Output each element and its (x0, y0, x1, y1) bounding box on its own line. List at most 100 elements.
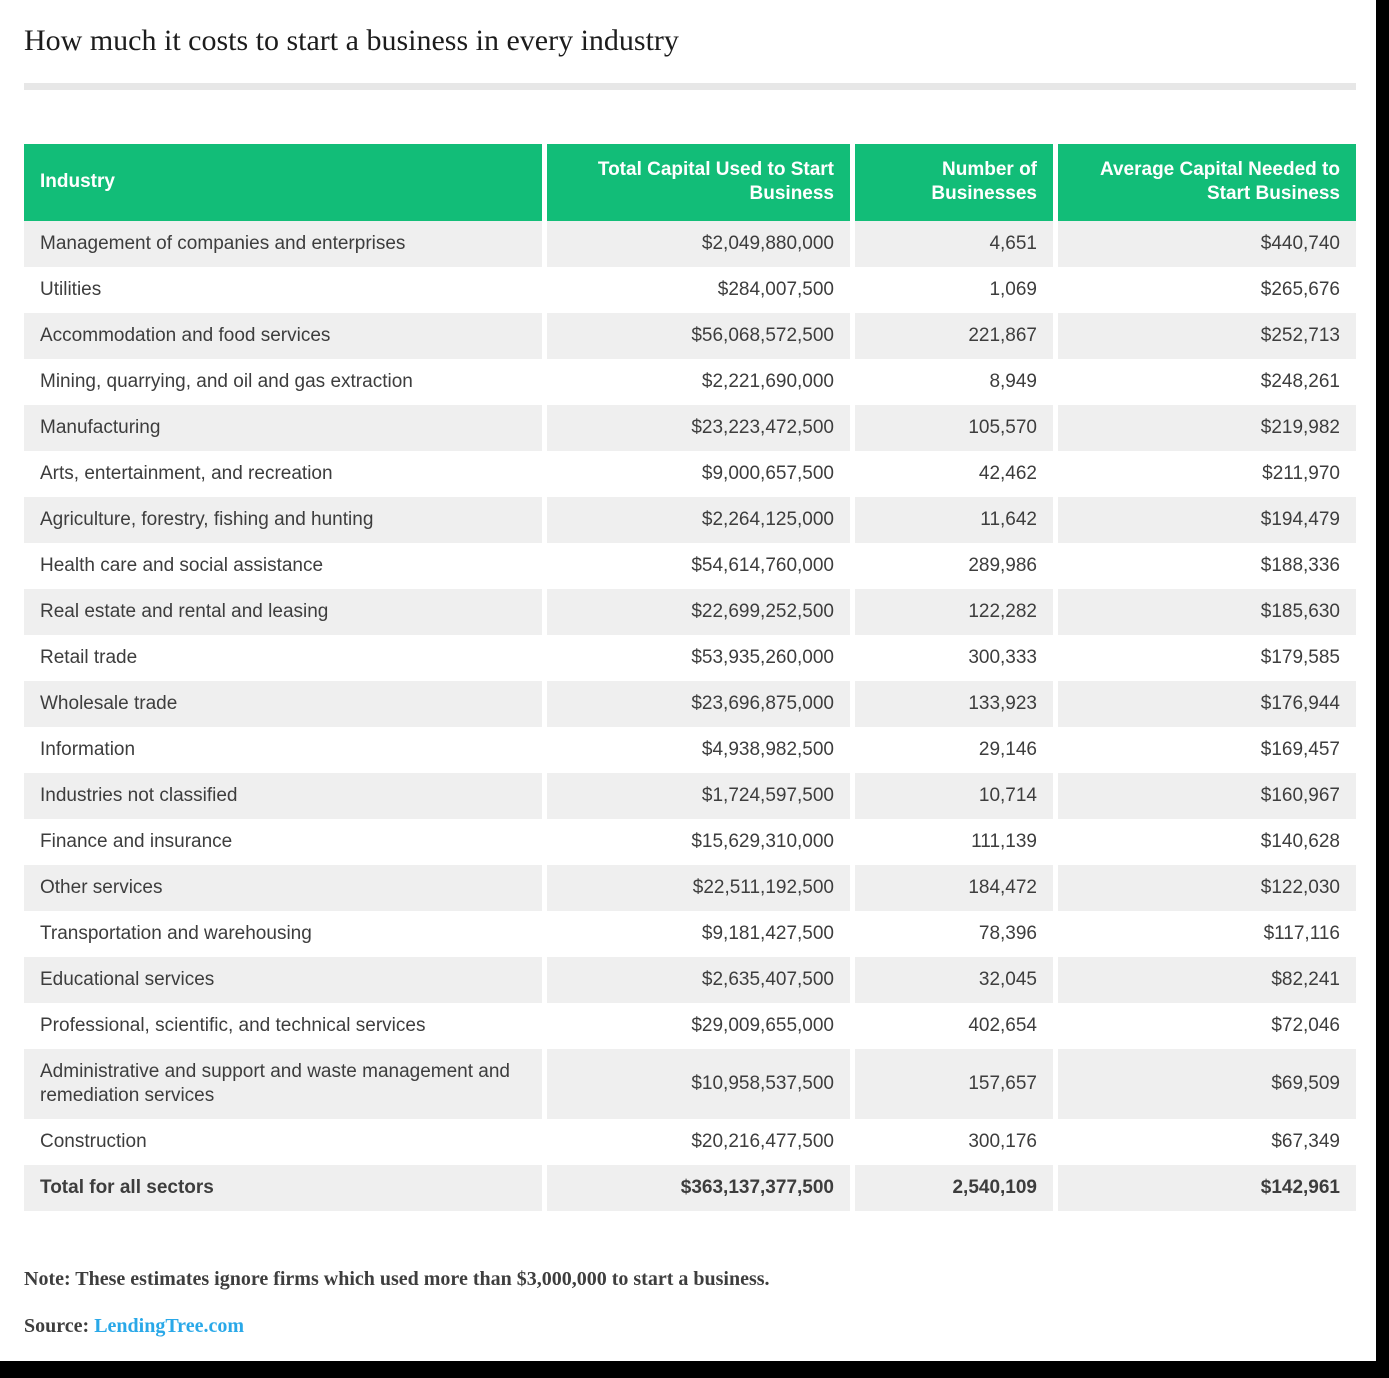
cell-avg-capital: $440,740 (1053, 221, 1356, 267)
table-total-row: Total for all sectors $363,137,377,500 2,5… (24, 1165, 1356, 1211)
cell-businesses: 300,333 (850, 635, 1053, 681)
table-row: Retail trade $53,935,260,000 300,333 $179,5… (24, 635, 1356, 681)
cell-industry: Health care and social assistance (24, 543, 542, 589)
cell-industry: Wholesale trade (24, 681, 542, 727)
cell-industry: Finance and insurance (24, 819, 542, 865)
cell-total-capital: $10,958,537,500 (542, 1049, 850, 1119)
cell-avg-capital: $160,967 (1053, 773, 1356, 819)
cell-total-capital: $22,511,192,500 (542, 865, 850, 911)
cell-total-capital: $363,137,377,500 (542, 1165, 850, 1211)
right-letterbox-bar (1376, 0, 1389, 1378)
cell-industry: Construction (24, 1119, 542, 1165)
cell-avg-capital: $265,676 (1053, 267, 1356, 313)
cell-avg-capital: $176,944 (1053, 681, 1356, 727)
cell-industry: Administrative and support and waste man… (24, 1049, 542, 1119)
cell-total-capital: $4,938,982,500 (542, 727, 850, 773)
table-row: Agriculture, forestry, fishing and hunti… (24, 497, 1356, 543)
column-header-total-capital: Total Capital Used to Start Business (542, 144, 850, 221)
cell-industry: Manufacturing (24, 405, 542, 451)
cell-avg-capital: $82,241 (1053, 957, 1356, 1003)
cell-avg-capital: $188,336 (1053, 543, 1356, 589)
table-row: Information $4,938,982,500 29,146 $169,457 (24, 727, 1356, 773)
cell-industry: Utilities (24, 267, 542, 313)
cell-businesses: 157,657 (850, 1049, 1053, 1119)
table-row: Professional, scientific, and technical … (24, 1003, 1356, 1049)
cell-avg-capital: $140,628 (1053, 819, 1356, 865)
cell-avg-capital: $117,116 (1053, 911, 1356, 957)
cell-businesses: 8,949 (850, 359, 1053, 405)
table-row: Arts, entertainment, and recreation $9,00… (24, 451, 1356, 497)
table-body: Management of companies and enterprises $… (24, 221, 1356, 1211)
cell-industry: Transportation and warehousing (24, 911, 542, 957)
cell-avg-capital: $69,509 (1053, 1049, 1356, 1119)
cell-businesses: 29,146 (850, 727, 1053, 773)
cell-total-capital: $29,009,655,000 (542, 1003, 850, 1049)
cell-businesses: 105,570 (850, 405, 1053, 451)
cell-businesses: 221,867 (850, 313, 1053, 359)
cell-industry: Management of companies and enterprises (24, 221, 542, 267)
cell-businesses: 289,986 (850, 543, 1053, 589)
cell-industry: Professional, scientific, and technical … (24, 1003, 542, 1049)
cell-total-capital: $53,935,260,000 (542, 635, 850, 681)
cell-industry: Mining, quarrying, and oil and gas extra… (24, 359, 542, 405)
table-row: Accommodation and food services $56,068,5… (24, 313, 1356, 359)
cell-total-capital: $2,264,125,000 (542, 497, 850, 543)
cell-avg-capital: $211,970 (1053, 451, 1356, 497)
table-row: Other services $22,511,192,500 184,472 $122… (24, 865, 1356, 911)
source-label: Source: (24, 1315, 90, 1337)
cell-total-capital: $23,696,875,000 (542, 681, 850, 727)
lendingtree-link[interactable]: LendingTree.com (94, 1315, 244, 1337)
table-row: Health care and social assistance $54,614… (24, 543, 1356, 589)
cell-businesses: 11,642 (850, 497, 1053, 543)
cell-total-capital: $56,068,572,500 (542, 313, 850, 359)
cell-businesses: 10,714 (850, 773, 1053, 819)
column-header-average-capital: Average Capital Needed to Start Business (1053, 144, 1356, 221)
cell-avg-capital: $194,479 (1053, 497, 1356, 543)
cell-avg-capital: $122,030 (1053, 865, 1356, 911)
cell-total-capital: $23,223,472,500 (542, 405, 850, 451)
cell-industry: Agriculture, forestry, fishing and hunti… (24, 497, 542, 543)
cell-industry: Other services (24, 865, 542, 911)
table-row: Real estate and rental and leasing $22,69… (24, 589, 1356, 635)
table-row: Management of companies and enterprises $… (24, 221, 1356, 267)
cell-industry: Educational services (24, 957, 542, 1003)
table-row: Finance and insurance $15,629,310,000 111,… (24, 819, 1356, 865)
cell-total-capital: $9,000,657,500 (542, 451, 850, 497)
cost-table: Industry Total Capital Used to Start Bus… (24, 144, 1356, 1211)
cell-businesses: 122,282 (850, 589, 1053, 635)
cell-businesses: 4,651 (850, 221, 1053, 267)
bottom-letterbox-bar (0, 1361, 1389, 1378)
source-line: Source: LendingTree.com (24, 1314, 1356, 1338)
cell-industry: Industries not classified (24, 773, 542, 819)
cell-avg-capital: $252,713 (1053, 313, 1356, 359)
cell-total-capital: $54,614,760,000 (542, 543, 850, 589)
table-row: Wholesale trade $23,696,875,000 133,923 $17… (24, 681, 1356, 727)
cell-industry: Information (24, 727, 542, 773)
table-header: Industry Total Capital Used to Start Bus… (24, 144, 1356, 221)
note-text: Note: These estimates ignore firms which… (24, 1268, 770, 1290)
cell-industry: Arts, entertainment, and recreation (24, 451, 542, 497)
table-header-row: Industry Total Capital Used to Start Bus… (24, 144, 1356, 221)
cell-avg-capital: $169,457 (1053, 727, 1356, 773)
cell-avg-capital: $179,585 (1053, 635, 1356, 681)
table-row: Manufacturing $23,223,472,500 105,570 $219,… (24, 405, 1356, 451)
cell-avg-capital: $142,961 (1053, 1165, 1356, 1211)
table-row: Educational services $2,635,407,500 32,045… (24, 957, 1356, 1003)
cell-total-capital: $2,049,880,000 (542, 221, 850, 267)
cell-industry: Total for all sectors (24, 1165, 542, 1211)
cell-total-capital: $1,724,597,500 (542, 773, 850, 819)
cell-businesses: 42,462 (850, 451, 1053, 497)
table-row: Mining, quarrying, and oil and gas extra… (24, 359, 1356, 405)
cell-avg-capital: $67,349 (1053, 1119, 1356, 1165)
cell-avg-capital: $185,630 (1053, 589, 1356, 635)
cell-businesses: 111,139 (850, 819, 1053, 865)
cell-total-capital: $15,629,310,000 (542, 819, 850, 865)
cell-total-capital: $2,221,690,000 (542, 359, 850, 405)
cell-industry: Real estate and rental and leasing (24, 589, 542, 635)
cell-businesses: 402,654 (850, 1003, 1053, 1049)
cell-total-capital: $22,699,252,500 (542, 589, 850, 635)
cell-businesses: 133,923 (850, 681, 1053, 727)
cell-businesses: 1,069 (850, 267, 1053, 313)
title-divider (24, 83, 1356, 90)
cell-total-capital: $20,216,477,500 (542, 1119, 850, 1165)
